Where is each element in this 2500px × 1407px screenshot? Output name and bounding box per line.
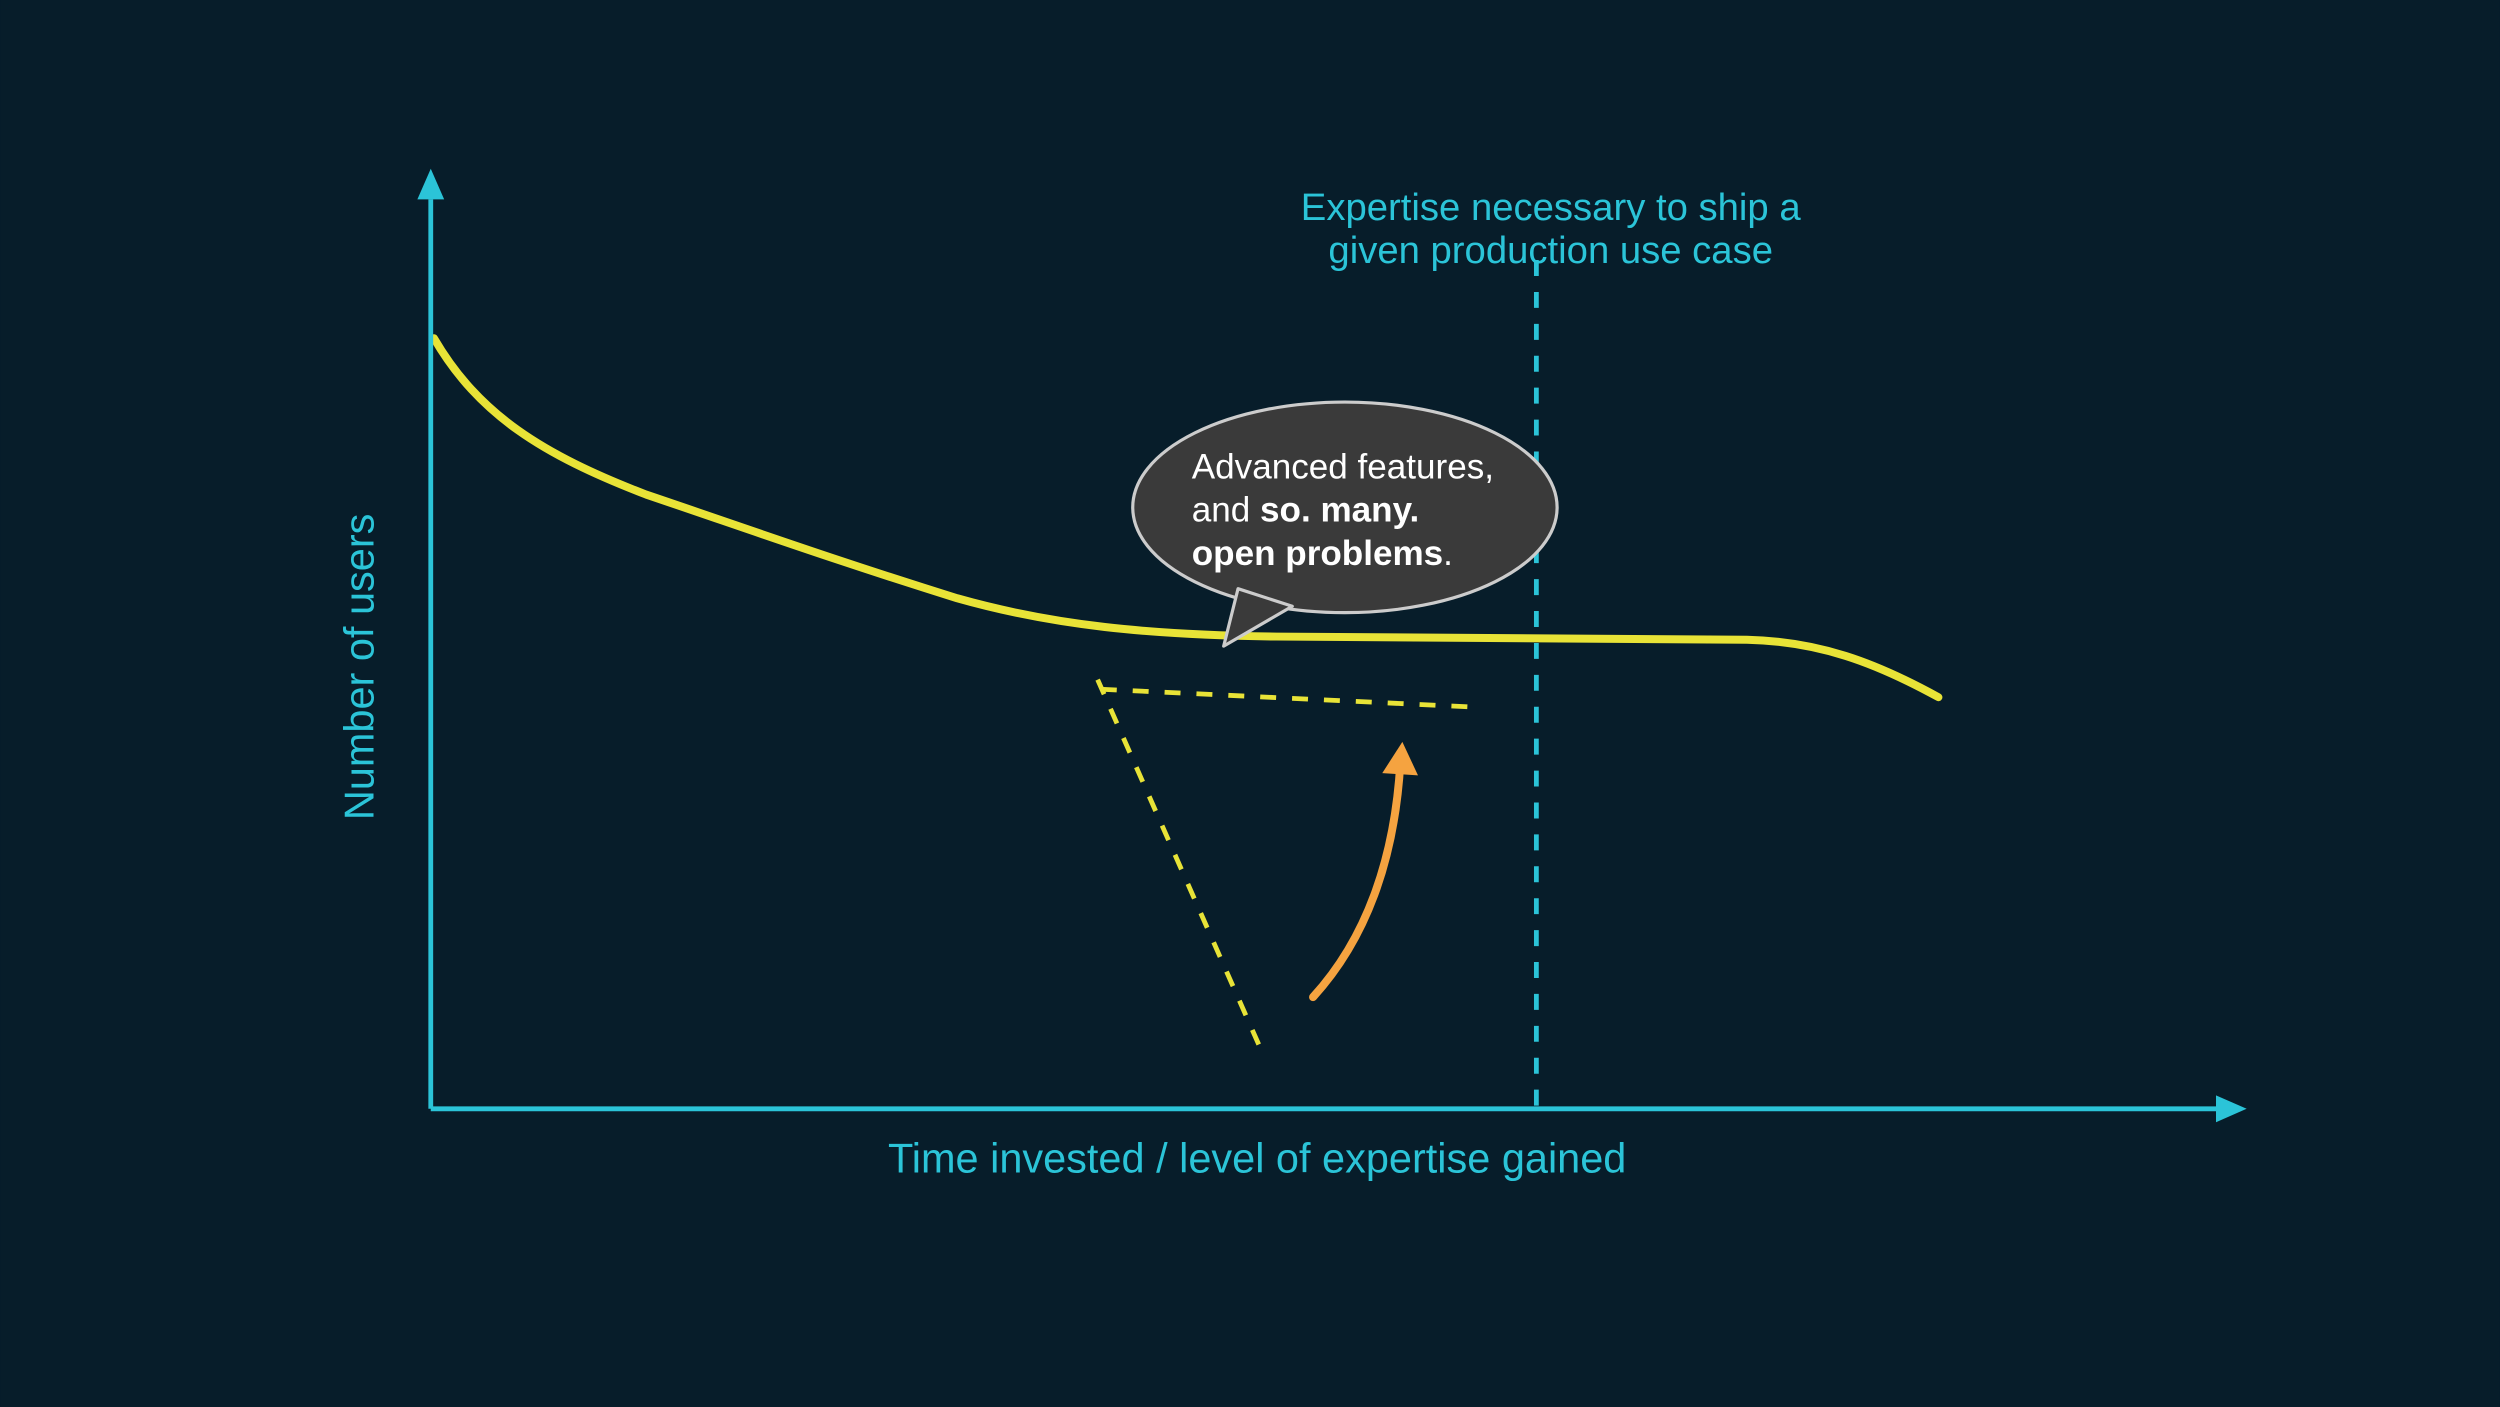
bubble-text-line2: and so. many. (1192, 491, 1419, 530)
expertise-curve-chart: Time invested / level of expertise gaine… (0, 0, 2500, 1407)
y-axis-label: Number of users (335, 514, 382, 821)
threshold-label-line2: given production use case (1328, 229, 1773, 272)
x-axis-label: Time invested / level of expertise gaine… (888, 1135, 1626, 1182)
bubble-text-line1: Advanced features, (1192, 448, 1494, 487)
threshold-label-line1: Expertise necessary to ship a (1301, 186, 1802, 229)
bubble-text-line3: open problems. (1192, 534, 1453, 573)
